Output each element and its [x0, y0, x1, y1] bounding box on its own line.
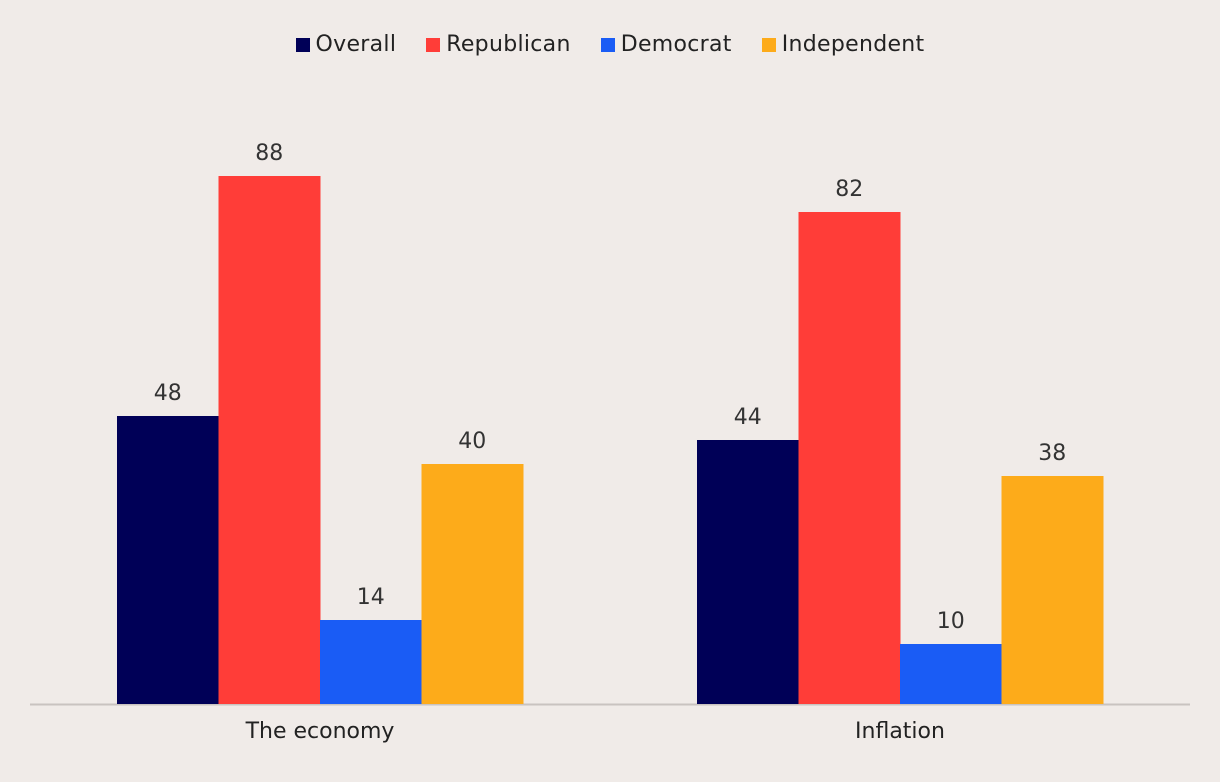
bar: [117, 416, 219, 704]
bar: [697, 440, 799, 704]
data-label: 40: [458, 429, 486, 454]
x-tick-label: Inflation: [855, 719, 945, 744]
legend-swatch: [426, 37, 441, 52]
legend-swatch: [600, 37, 615, 52]
data-label: 88: [255, 141, 283, 166]
x-tick-label: The economy: [245, 719, 395, 744]
legend-swatch: [761, 37, 776, 52]
bar: [421, 464, 524, 704]
data-label: 48: [154, 381, 182, 406]
data-label: 38: [1038, 441, 1066, 466]
bar: [900, 644, 1002, 704]
bar: [798, 212, 901, 704]
chart-legend: Overall Republican Democrat Independent: [0, 32, 1220, 57]
legend-item: Democrat: [600, 32, 732, 57]
data-label: 82: [835, 177, 863, 202]
legend-label: Democrat: [620, 32, 732, 57]
bar: [1001, 476, 1104, 704]
legend-label: Republican: [446, 32, 571, 57]
data-label: 14: [357, 585, 385, 610]
data-label: 44: [734, 405, 762, 430]
bar: [218, 176, 321, 704]
legend-item: Republican: [426, 32, 570, 57]
legend-item: Independent: [761, 32, 925, 57]
bar: [320, 620, 422, 704]
legend-label: Independent: [781, 32, 925, 57]
legend-item: Overall: [295, 32, 397, 57]
data-label: 10: [937, 609, 965, 634]
legend-swatch: [295, 37, 310, 52]
legend-label: Overall: [315, 32, 397, 57]
